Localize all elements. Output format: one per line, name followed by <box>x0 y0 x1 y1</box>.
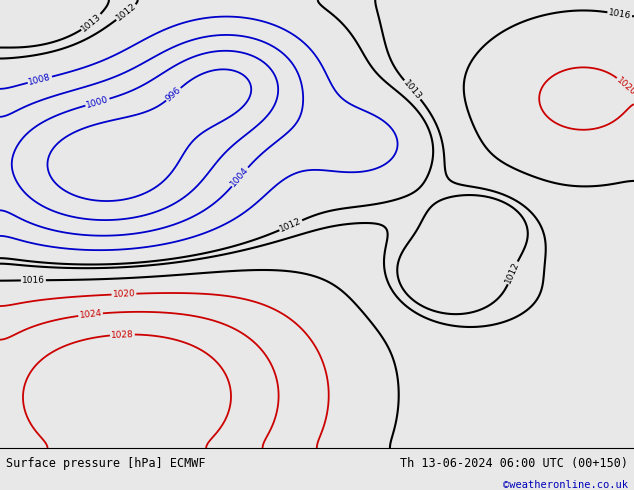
Text: Th 13-06-2024 06:00 UTC (00+150): Th 13-06-2024 06:00 UTC (00+150) <box>399 458 628 470</box>
Text: 1013: 1013 <box>80 12 103 33</box>
Text: 1020: 1020 <box>614 75 634 97</box>
Text: 1000: 1000 <box>85 95 110 110</box>
Text: 1012: 1012 <box>278 217 303 234</box>
Text: 1012: 1012 <box>504 261 521 285</box>
Text: 1028: 1028 <box>111 330 134 340</box>
Text: 1008: 1008 <box>28 73 52 87</box>
Text: ©weatheronline.co.uk: ©weatheronline.co.uk <box>503 480 628 490</box>
Text: 996: 996 <box>164 85 183 103</box>
Text: 1016: 1016 <box>607 8 631 21</box>
Text: 1004: 1004 <box>229 165 251 189</box>
Text: 1024: 1024 <box>79 309 102 320</box>
Text: 1013: 1013 <box>401 78 424 101</box>
Text: Surface pressure [hPa] ECMWF: Surface pressure [hPa] ECMWF <box>6 458 206 470</box>
Text: 1020: 1020 <box>112 289 136 299</box>
Text: 1016: 1016 <box>22 276 45 285</box>
Text: 1012: 1012 <box>115 1 138 23</box>
